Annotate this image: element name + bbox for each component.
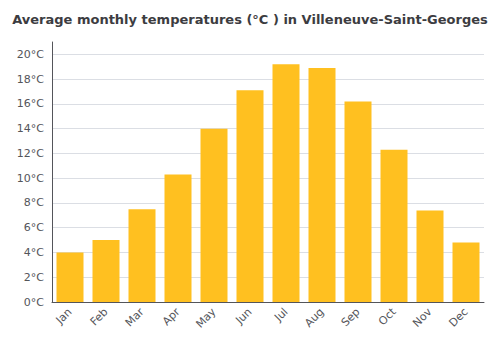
svg-text:2°C: 2°C [24,271,44,284]
svg-text:Dec: Dec [446,305,470,329]
svg-text:May: May [193,305,219,331]
svg-text:Nov: Nov [410,305,435,330]
svg-text:Mar: Mar [123,305,147,329]
svg-text:10°C: 10°C [17,172,44,185]
svg-text:Sep: Sep [339,305,363,329]
svg-text:Jul: Jul [271,305,290,324]
svg-text:4°C: 4°C [24,246,44,259]
svg-text:20°C: 20°C [17,48,44,61]
svg-text:18°C: 18°C [17,73,44,86]
svg-text:Jan: Jan [53,305,75,327]
svg-text:Feb: Feb [88,305,111,328]
svg-text:Aug: Aug [302,305,326,329]
svg-text:12°C: 12°C [17,147,44,160]
svg-text:0°C: 0°C [24,296,44,309]
svg-text:Oct: Oct [376,305,399,328]
svg-text:16°C: 16°C [17,97,44,110]
svg-text:Average monthly temperatures (: Average monthly temperatures (°C ) in Vi… [12,12,488,27]
svg-text:14°C: 14°C [17,122,44,135]
svg-text:6°C: 6°C [24,221,44,234]
svg-text:Jun: Jun [233,305,255,327]
svg-text:8°C: 8°C [24,196,44,209]
svg-text:Apr: Apr [160,305,183,328]
